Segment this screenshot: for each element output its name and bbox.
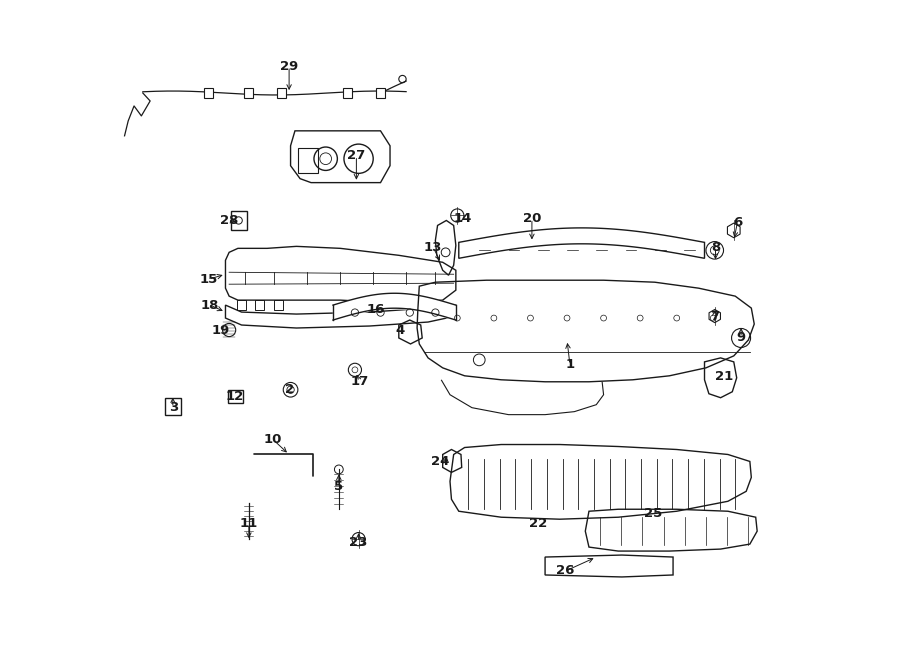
Text: 6: 6	[733, 216, 742, 229]
Text: 20: 20	[523, 212, 541, 225]
Text: 14: 14	[454, 212, 473, 225]
Text: 4: 4	[396, 323, 405, 336]
Text: 12: 12	[225, 390, 243, 403]
Text: 22: 22	[529, 517, 547, 529]
Text: 23: 23	[349, 535, 368, 549]
Text: 5: 5	[334, 480, 344, 493]
Text: 18: 18	[201, 299, 220, 311]
Text: 27: 27	[347, 149, 365, 162]
Text: 19: 19	[212, 323, 230, 336]
Text: 3: 3	[169, 401, 178, 414]
Text: 17: 17	[350, 375, 368, 388]
Text: 15: 15	[200, 273, 218, 286]
Text: 7: 7	[710, 309, 719, 323]
FancyBboxPatch shape	[376, 88, 385, 98]
Text: 11: 11	[239, 517, 258, 529]
Text: 26: 26	[556, 564, 575, 578]
Text: 2: 2	[285, 383, 294, 396]
Text: 13: 13	[424, 241, 443, 254]
Text: 21: 21	[716, 370, 733, 383]
Text: 24: 24	[431, 455, 450, 468]
Text: 8: 8	[711, 241, 720, 254]
Text: 25: 25	[644, 507, 662, 520]
Text: 28: 28	[220, 214, 238, 227]
FancyBboxPatch shape	[204, 88, 213, 98]
FancyBboxPatch shape	[245, 88, 253, 98]
Text: 9: 9	[736, 331, 745, 344]
Text: 29: 29	[280, 59, 298, 73]
FancyBboxPatch shape	[277, 88, 286, 98]
Text: 16: 16	[367, 303, 385, 315]
FancyBboxPatch shape	[343, 88, 352, 98]
Text: 1: 1	[565, 358, 574, 371]
Text: 10: 10	[264, 433, 283, 446]
